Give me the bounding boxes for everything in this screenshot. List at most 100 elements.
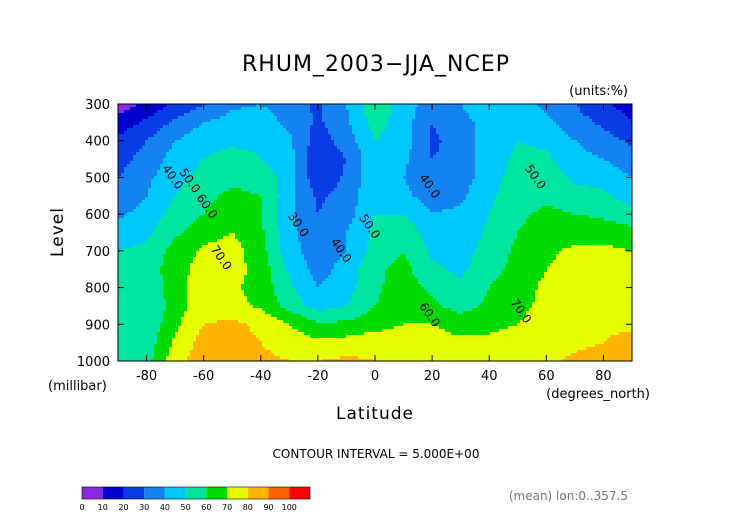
- field-cell: [607, 179, 611, 183]
- field-cell: [226, 164, 230, 168]
- field-cell: [322, 146, 326, 150]
- field-cell: [412, 170, 416, 174]
- field-cell: [325, 110, 329, 114]
- field-cell: [544, 152, 548, 156]
- field-cell: [325, 122, 329, 126]
- field-cell: [445, 119, 449, 123]
- field-cell: [493, 170, 497, 174]
- field-cell: [136, 137, 140, 141]
- field-cell: [514, 125, 518, 129]
- field-cell: [544, 143, 548, 147]
- field-cell: [385, 158, 389, 162]
- field-cell: [550, 179, 554, 183]
- field-cell: [196, 176, 200, 180]
- field-cell: [253, 167, 257, 171]
- field-cell: [226, 167, 230, 171]
- field-cell: [376, 119, 380, 123]
- field-cell: [352, 158, 356, 162]
- field-cell: [295, 182, 299, 186]
- field-cell: [466, 137, 470, 141]
- field-cell: [355, 158, 359, 162]
- field-cell: [184, 107, 188, 111]
- field-cell: [163, 152, 167, 156]
- field-cell: [385, 128, 389, 132]
- field-cell: [133, 107, 137, 111]
- field-cell: [325, 155, 329, 159]
- field-cell: [358, 173, 362, 177]
- field-cell: [193, 161, 197, 165]
- field-cell: [268, 107, 272, 111]
- field-cell: [445, 116, 449, 120]
- field-cell: [388, 182, 392, 186]
- field-cell: [472, 113, 476, 117]
- field-cell: [118, 146, 122, 150]
- field-cell: [352, 167, 356, 171]
- field-cell: [226, 140, 230, 144]
- field-cell: [373, 113, 377, 117]
- field-cell: [193, 116, 197, 120]
- field-cell: [454, 143, 458, 147]
- field-cell: [379, 185, 383, 189]
- field-cell: [412, 158, 416, 162]
- field-cell: [325, 134, 329, 138]
- field-cell: [250, 119, 254, 123]
- field-cell: [439, 158, 443, 162]
- field-cell: [541, 134, 545, 138]
- field-cell: [472, 119, 476, 123]
- field-cell: [463, 125, 467, 129]
- field-cell: [154, 143, 158, 147]
- field-cell: [454, 185, 458, 189]
- field-cell: [613, 107, 617, 111]
- field-cell: [538, 152, 542, 156]
- field-cell: [274, 152, 278, 156]
- field-cell: [598, 155, 602, 159]
- field-cell: [220, 170, 224, 174]
- field-cell: [253, 128, 257, 132]
- field-cell: [202, 188, 206, 192]
- field-cell: [277, 179, 281, 183]
- field-cell: [325, 143, 329, 147]
- field-cell: [529, 158, 533, 162]
- field-cell: [208, 119, 212, 123]
- field-cell: [454, 161, 458, 165]
- field-cell: [232, 113, 236, 117]
- field-cell: [436, 179, 440, 183]
- field-cell: [274, 158, 278, 162]
- field-cell: [433, 107, 437, 111]
- field-cell: [244, 104, 248, 108]
- field-cell: [136, 128, 140, 132]
- field-cell: [499, 188, 503, 192]
- field-cell: [187, 158, 191, 162]
- field-cell: [196, 188, 200, 192]
- field-cell: [601, 119, 605, 123]
- field-cell: [412, 113, 416, 117]
- field-cell: [532, 110, 536, 114]
- field-cell: [592, 104, 596, 108]
- field-cell: [502, 158, 506, 162]
- field-cell: [532, 125, 536, 129]
- field-cell: [118, 143, 122, 147]
- field-cell: [619, 113, 623, 117]
- field-cell: [505, 116, 509, 120]
- field-cell: [133, 140, 137, 144]
- field-cell: [151, 143, 155, 147]
- field-cell: [187, 104, 191, 108]
- field-cell: [130, 107, 134, 111]
- field-cell: [175, 143, 179, 147]
- field-cell: [220, 104, 224, 108]
- field-cell: [580, 155, 584, 159]
- field-cell: [589, 176, 593, 180]
- field-cell: [364, 143, 368, 147]
- field-cell: [205, 152, 209, 156]
- field-cell: [358, 107, 362, 111]
- field-cell: [601, 143, 605, 147]
- field-cell: [586, 167, 590, 171]
- field-cell: [481, 122, 485, 126]
- field-cell: [337, 125, 341, 129]
- field-cell: [355, 107, 359, 111]
- field-cell: [448, 134, 452, 138]
- field-cell: [271, 161, 275, 165]
- field-cell: [532, 134, 536, 138]
- field-cell: [301, 188, 305, 192]
- field-cell: [571, 179, 575, 183]
